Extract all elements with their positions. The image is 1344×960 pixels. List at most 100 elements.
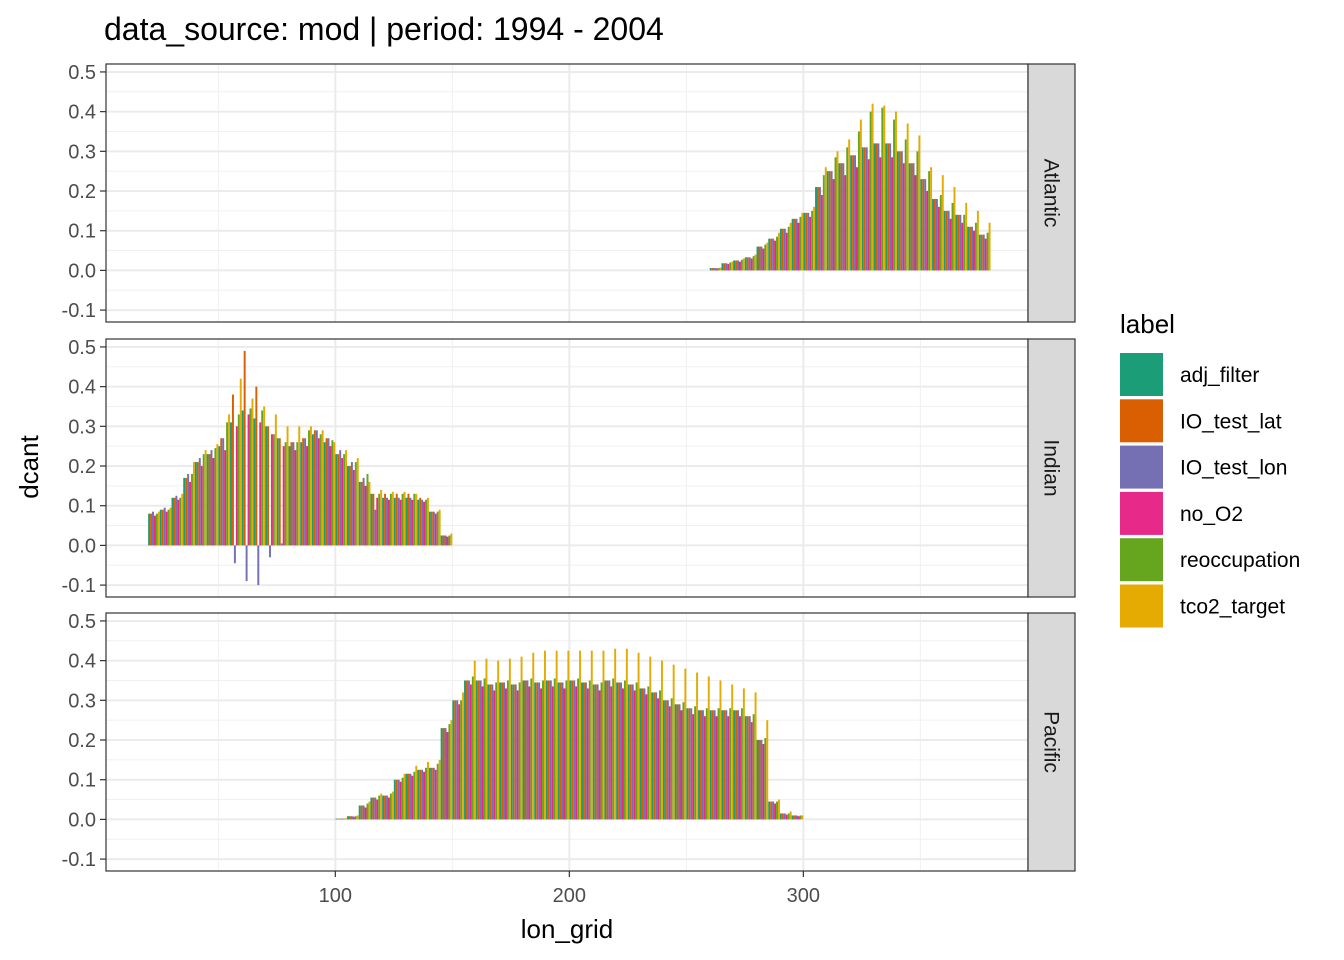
bar xyxy=(481,686,484,820)
bar xyxy=(641,688,644,820)
y-axis-title: dcant xyxy=(14,434,44,498)
bar xyxy=(746,257,749,271)
bar xyxy=(387,797,390,820)
bar xyxy=(538,682,541,820)
bar xyxy=(959,214,962,271)
bar xyxy=(495,682,498,820)
legend-items: adj_filter IO_test_lat IO_test_lon no_O2reo… xyxy=(1120,353,1300,628)
bar xyxy=(263,406,266,546)
bar xyxy=(265,426,268,546)
bar xyxy=(696,672,699,820)
bar xyxy=(692,714,695,820)
bar xyxy=(251,398,254,546)
bar xyxy=(783,813,786,820)
panel-atlantic: Atlantic -0.1 0.0 0.1 0.2 0.3 0.4 0.5 xyxy=(62,62,1076,323)
bar xyxy=(711,268,714,271)
bar xyxy=(497,660,500,820)
bar xyxy=(430,511,433,546)
bar xyxy=(360,481,363,546)
bar xyxy=(916,151,919,271)
bar xyxy=(887,143,890,271)
bar xyxy=(165,511,168,546)
y-tick-label: 0.3 xyxy=(68,690,96,712)
legend-title: label xyxy=(1120,309,1175,339)
y-tick-label: 0.2 xyxy=(68,730,96,752)
bar xyxy=(629,684,632,820)
bar xyxy=(744,716,747,820)
bar xyxy=(934,198,936,271)
legend-label: tco2_target xyxy=(1180,596,1285,619)
bar xyxy=(563,688,566,820)
bar xyxy=(984,238,987,271)
y-tick-label: 0.0 xyxy=(68,809,96,831)
bar xyxy=(715,268,718,271)
bar xyxy=(791,218,794,271)
bar xyxy=(157,511,160,546)
bar xyxy=(356,458,359,546)
bar xyxy=(690,708,693,820)
bar xyxy=(781,813,784,820)
bar xyxy=(426,497,429,546)
bar xyxy=(386,497,388,546)
bar xyxy=(347,816,349,820)
bar xyxy=(370,797,373,820)
bar xyxy=(337,454,340,546)
facet-strip xyxy=(1027,338,1076,598)
bar xyxy=(315,430,318,546)
y-tick-label: 0.1 xyxy=(68,496,96,518)
bar xyxy=(384,493,387,546)
bar xyxy=(861,147,864,271)
bar xyxy=(241,410,244,546)
y-tick-label: 0.1 xyxy=(68,770,96,792)
bar xyxy=(598,690,601,820)
bar xyxy=(393,779,396,820)
bar xyxy=(647,686,650,820)
bar xyxy=(450,720,453,820)
bar xyxy=(245,545,248,582)
bar xyxy=(196,462,199,546)
bar xyxy=(976,210,979,271)
bar xyxy=(255,386,258,546)
legend-item: adj_filter xyxy=(1120,353,1259,396)
bars-pacific xyxy=(335,648,804,820)
bar xyxy=(382,497,385,546)
bar xyxy=(817,187,819,271)
bar xyxy=(645,694,648,820)
bar xyxy=(815,187,818,271)
bar xyxy=(674,704,677,820)
bar xyxy=(672,664,675,820)
bar xyxy=(818,187,821,271)
bar xyxy=(893,119,896,271)
bar xyxy=(738,716,741,820)
bar xyxy=(918,135,921,271)
bar xyxy=(659,690,661,820)
bar xyxy=(249,408,252,546)
bar xyxy=(633,690,636,820)
bar xyxy=(296,442,299,546)
bar xyxy=(409,773,412,820)
bar xyxy=(485,658,488,820)
bar xyxy=(742,688,745,820)
bar xyxy=(491,684,494,820)
bar xyxy=(575,686,578,820)
bar xyxy=(362,805,365,820)
bar xyxy=(504,688,507,820)
x-axis-title: lon_grid xyxy=(521,914,614,944)
bar xyxy=(300,442,303,546)
bar xyxy=(717,708,720,820)
bar xyxy=(411,499,414,546)
bar xyxy=(971,226,974,271)
bar xyxy=(434,769,437,820)
bar xyxy=(740,259,743,271)
bar xyxy=(764,244,767,271)
bar xyxy=(327,438,330,546)
bar xyxy=(372,493,375,546)
bar xyxy=(830,171,833,271)
bar xyxy=(335,818,338,820)
bar xyxy=(469,684,472,820)
bar xyxy=(569,680,572,820)
bar xyxy=(865,147,868,271)
bar xyxy=(384,795,387,820)
bar xyxy=(579,650,582,820)
bar xyxy=(555,650,558,820)
